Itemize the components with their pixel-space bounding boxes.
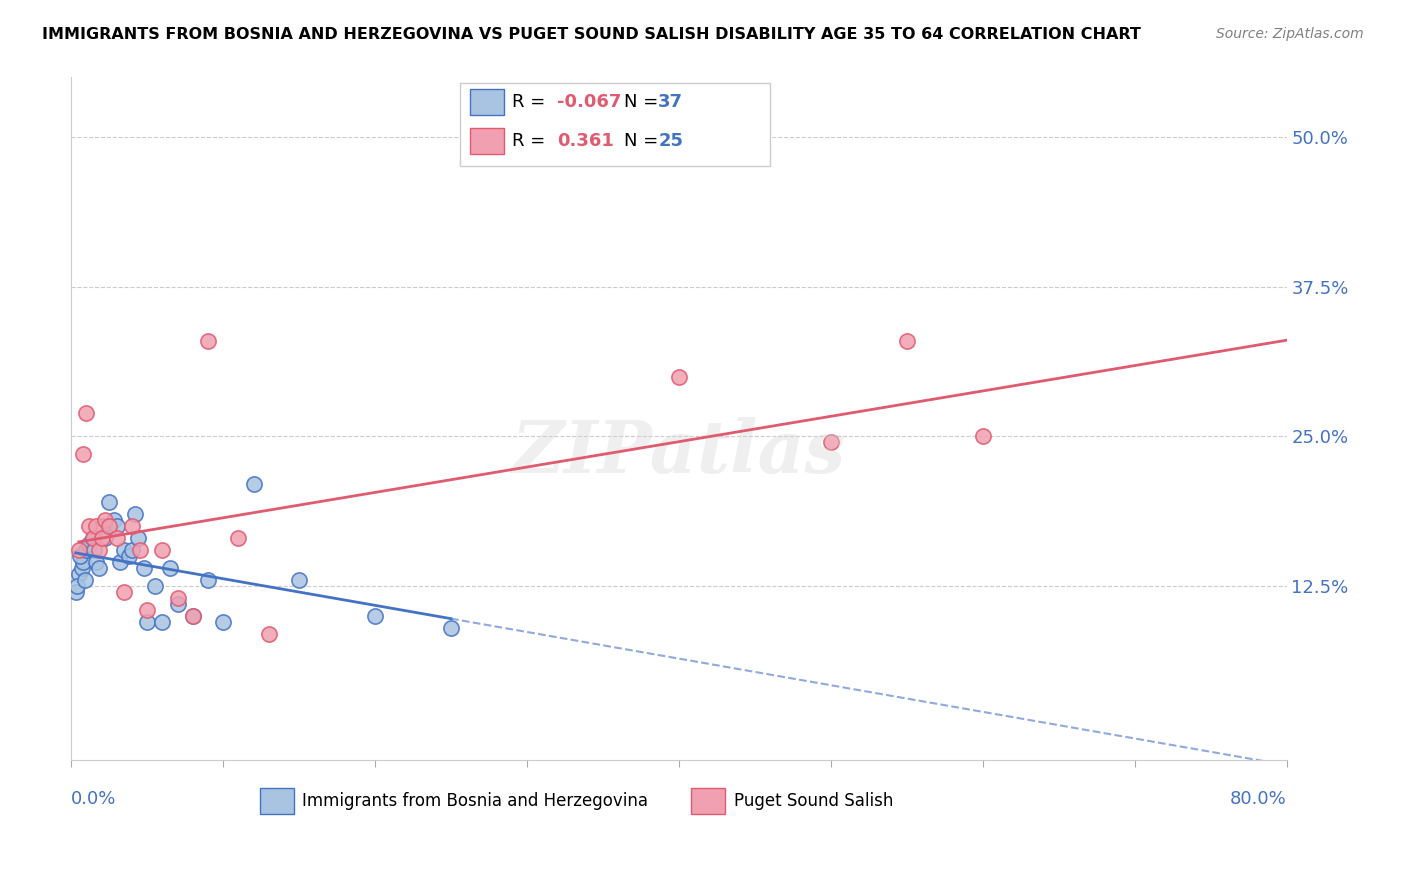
Point	[66, 579, 89, 593]
Point	[93, 531, 115, 545]
Point	[103, 513, 125, 527]
Point	[112, 543, 135, 558]
Text: 0.0%: 0.0%	[72, 789, 117, 807]
Text: 0.361: 0.361	[557, 132, 614, 150]
Point	[212, 615, 235, 629]
Text: Immigrants from Bosnia and Herzegovina: Immigrants from Bosnia and Herzegovina	[302, 791, 648, 810]
Point	[98, 519, 121, 533]
Text: 80.0%: 80.0%	[1230, 789, 1286, 807]
Point	[108, 555, 131, 569]
Point	[972, 429, 994, 443]
Point	[150, 543, 173, 558]
Point	[90, 531, 112, 545]
Point	[90, 519, 112, 533]
Point	[181, 609, 204, 624]
Text: Puget Sound Salish: Puget Sound Salish	[734, 791, 893, 810]
Point	[84, 519, 107, 533]
Point	[118, 549, 141, 563]
Point	[127, 531, 149, 545]
Text: IMMIGRANTS FROM BOSNIA AND HERZEGOVINA VS PUGET SOUND SALISH DISABILITY AGE 35 T: IMMIGRANTS FROM BOSNIA AND HERZEGOVINA V…	[42, 27, 1142, 42]
Point	[87, 543, 110, 558]
Point	[166, 591, 188, 605]
Text: -0.067: -0.067	[557, 93, 621, 111]
Point	[668, 369, 690, 384]
Point	[136, 615, 159, 629]
Point	[75, 543, 97, 558]
FancyBboxPatch shape	[470, 89, 503, 115]
Point	[87, 561, 110, 575]
Point	[82, 531, 104, 545]
FancyBboxPatch shape	[260, 789, 294, 814]
Point	[181, 609, 204, 624]
Point	[166, 597, 188, 611]
Point	[84, 555, 107, 569]
Text: R =: R =	[512, 132, 546, 150]
Point	[83, 543, 105, 558]
Point	[159, 561, 181, 575]
FancyBboxPatch shape	[460, 83, 770, 166]
Point	[105, 531, 128, 545]
Point	[143, 579, 166, 593]
FancyBboxPatch shape	[692, 789, 725, 814]
Text: 25: 25	[658, 132, 683, 150]
Point	[896, 334, 918, 348]
Text: R =: R =	[512, 93, 546, 111]
Point	[364, 609, 387, 624]
Point	[150, 615, 173, 629]
Text: 37: 37	[658, 93, 683, 111]
Text: ZIPatlas: ZIPatlas	[512, 417, 846, 488]
Point	[93, 513, 115, 527]
Point	[72, 447, 94, 461]
Text: N =: N =	[624, 93, 658, 111]
Point	[112, 585, 135, 599]
Text: Source: ZipAtlas.com: Source: ZipAtlas.com	[1216, 27, 1364, 41]
Point	[98, 495, 121, 509]
Point	[75, 405, 97, 419]
Point	[242, 477, 264, 491]
Point	[124, 508, 146, 522]
Text: N =: N =	[624, 132, 658, 150]
Point	[105, 519, 128, 533]
Point	[134, 561, 156, 575]
Point	[197, 334, 219, 348]
Point	[65, 585, 87, 599]
Point	[820, 435, 842, 450]
Point	[228, 531, 250, 545]
Point	[73, 573, 96, 587]
Point	[440, 621, 463, 635]
Point	[69, 549, 91, 563]
Point	[121, 519, 143, 533]
Point	[257, 627, 280, 641]
FancyBboxPatch shape	[470, 128, 503, 153]
Point	[70, 561, 93, 575]
Point	[67, 543, 90, 558]
Point	[72, 555, 94, 569]
Point	[136, 603, 159, 617]
Point	[79, 537, 101, 551]
Point	[197, 573, 219, 587]
Point	[128, 543, 150, 558]
Point	[288, 573, 311, 587]
Point	[121, 543, 143, 558]
Point	[67, 567, 90, 582]
Point	[79, 519, 101, 533]
Point	[82, 531, 104, 545]
